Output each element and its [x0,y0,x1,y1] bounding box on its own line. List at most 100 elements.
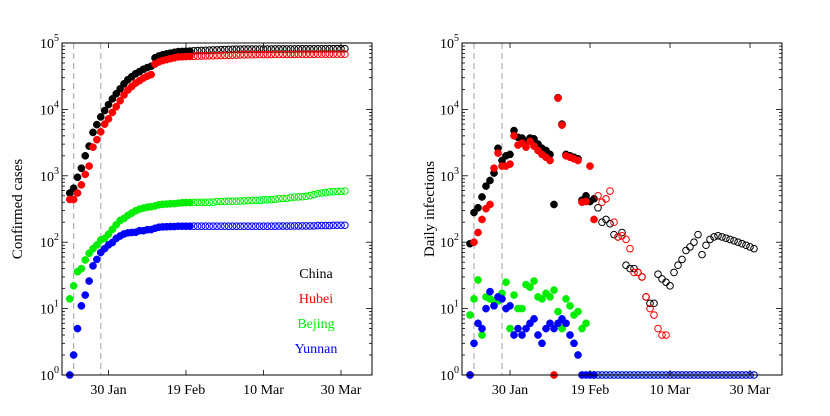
left-point [259,50,268,59]
left-point [298,50,307,59]
left-point [325,44,334,53]
left-point [310,44,318,53]
right-point [550,286,558,294]
right-point [526,283,534,292]
right-point [474,276,482,284]
left-point [193,222,202,231]
right-point [478,215,486,224]
right-y-tick-exponent: 1 [454,299,459,310]
right-point [554,307,562,316]
right-point [470,238,478,247]
left-point [77,181,86,189]
right-point [530,277,538,285]
right-point [658,331,666,339]
left-point [282,50,291,59]
right-point [546,319,554,328]
right-y-tick-label: 10 [440,170,454,185]
right-point [650,299,658,308]
right-point [478,193,486,201]
left-point [255,50,264,59]
right-series-bejing [466,276,758,379]
right-x-tick-label: 30 Mar [730,383,771,398]
right-point [574,351,582,359]
left-point [302,222,310,230]
right-point [750,244,758,253]
right-point [538,339,546,348]
right-point [566,331,574,339]
right-series-china [466,93,758,308]
right-point [742,241,750,250]
left-point [89,143,97,152]
left-point [147,70,155,79]
right-point [486,176,494,185]
left-point [240,222,248,231]
right-point [550,200,558,209]
left-point [302,45,310,53]
left-point [310,50,318,59]
left-point [255,45,264,53]
left-point [310,190,318,199]
right-point [482,182,490,190]
left-point [217,45,225,54]
left-point [306,222,314,230]
left-point [298,222,307,230]
left-point [302,192,310,201]
right-point [558,324,566,333]
left-point [290,50,299,59]
right-point [562,295,570,303]
left-point [73,173,82,182]
right-point [510,131,518,140]
left-point [205,46,214,54]
left-point [302,50,310,59]
left-point [294,222,303,230]
left-point [282,45,291,53]
right-point [506,150,514,159]
left-y-tick-exponent: 3 [54,166,59,177]
left-point [213,51,221,60]
right-point [518,331,526,339]
left-point [89,128,97,137]
right-point [666,282,674,290]
right-point [622,235,630,244]
left-point [104,100,113,109]
left-point [333,187,341,196]
left-y-tick-exponent: 2 [54,232,59,243]
left-point [85,277,93,285]
left-point [251,45,260,53]
right-point [606,187,614,195]
left-point [193,46,202,55]
left-point [189,52,198,61]
left-point [85,162,93,170]
left-point [267,195,276,204]
left-point [93,255,101,264]
left-point [244,222,252,231]
left-point [290,193,299,201]
left-point [317,189,326,197]
left-point [259,196,268,204]
right-y-axis-label: Daily infections [422,161,438,257]
right-point [710,233,718,241]
right-point [478,331,486,339]
left-point [205,51,214,60]
right-y-tick-label: 10 [440,37,454,52]
left-point [244,50,252,59]
left-point [321,50,330,59]
left-point [271,222,279,231]
left-x-tick-label: 30 Jan [90,383,126,398]
right-point [626,264,634,273]
right-point [618,228,626,237]
left-point [186,198,194,207]
left-point [77,264,86,273]
right-point [730,236,738,245]
left-point [77,164,86,173]
right-point [714,231,722,240]
left-point [96,113,105,121]
left-point [248,45,256,53]
left-point [193,52,202,60]
right-point [602,195,610,203]
left-point [244,45,252,53]
left-point [275,222,283,230]
right-point [498,295,506,303]
left-point [294,193,303,201]
